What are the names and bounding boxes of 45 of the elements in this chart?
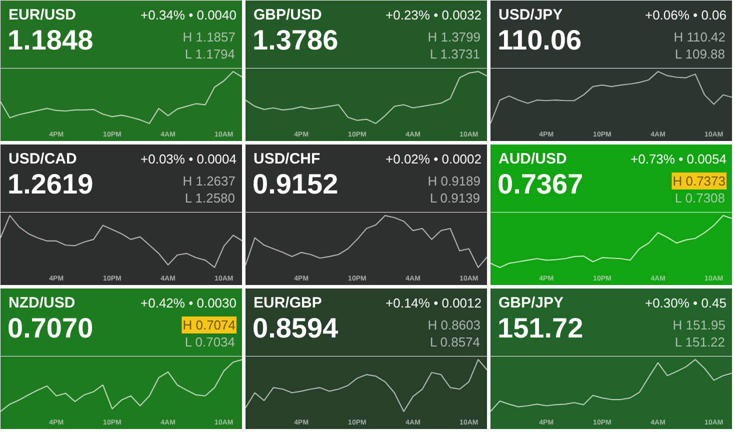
text: 1.2619: [8, 168, 94, 200]
text: H 0.9189: [428, 174, 481, 188]
text: 0.7070: [8, 312, 94, 344]
text: +0.03% • 0.0004: [140, 152, 237, 166]
chart-title: NZD/USD: [8, 294, 76, 312]
text: L 1.3731: [430, 46, 480, 62]
text: +0.02% • 0.0002: [386, 152, 482, 166]
text: L 0.9139: [430, 190, 480, 206]
chart-title: USD/CAD: [8, 150, 77, 168]
chart-title: AUD/USD: [498, 150, 567, 168]
chart-title: GBP/USD: [254, 6, 322, 24]
text: L 0.7308: [674, 190, 726, 206]
text: 1.1848: [8, 24, 94, 56]
chart-title: EUR/USD: [8, 6, 76, 24]
text: L 1.1794: [184, 46, 236, 62]
chart-title: EUR/GBP: [254, 294, 322, 312]
text: H 0.7373: [672, 174, 726, 188]
chart-title: USD/CHF: [254, 150, 320, 168]
text: 0.8594: [252, 312, 339, 344]
chart-title: USD/JPY: [498, 6, 563, 24]
text: +0.30% • 0.45: [644, 296, 726, 310]
text: +0.42% • 0.0030: [140, 296, 237, 310]
text: L 0.7034: [184, 334, 236, 350]
text: 0.7367: [498, 168, 584, 200]
chart-title: GBP/JPY: [498, 294, 564, 312]
text: H 1.3799: [428, 30, 481, 44]
text: L 151.22: [674, 334, 726, 350]
text: L 109.88: [674, 46, 726, 62]
text: 1.3786: [252, 24, 338, 56]
text: L 1.2580: [184, 190, 236, 206]
text: 110.06: [498, 24, 582, 56]
text: +0.73% • 0.0054: [630, 152, 727, 166]
text: +0.34% • 0.0040: [140, 8, 237, 22]
text: H 1.1857: [182, 30, 236, 44]
text: L 0.8574: [430, 334, 480, 350]
text: H 0.8603: [428, 318, 481, 332]
text: 151.72: [498, 312, 584, 344]
text: +0.23% • 0.0032: [386, 8, 482, 22]
text: H 0.7074: [182, 318, 236, 332]
text: +0.14% • 0.0012: [386, 296, 482, 310]
text: 0.9152: [252, 168, 338, 200]
text: +0.06% • 0.06: [644, 8, 726, 22]
text: H 151.95: [672, 318, 726, 332]
text: H 110.42: [674, 30, 726, 44]
text: H 1.2637: [182, 174, 236, 188]
